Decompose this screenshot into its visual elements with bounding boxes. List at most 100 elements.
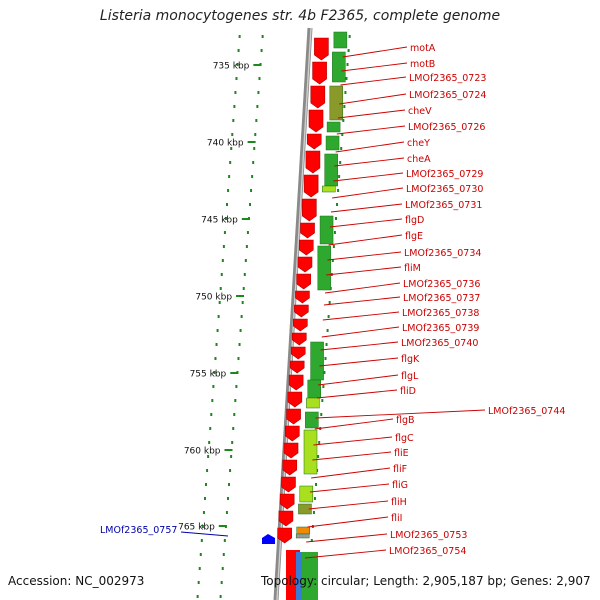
- frame-dot: [253, 147, 256, 150]
- frame-dot: [200, 539, 203, 542]
- frame-dot: [246, 231, 249, 234]
- frame-dot: [331, 259, 334, 262]
- frame-dot: [209, 427, 212, 430]
- gene-leader-line: [320, 341, 399, 351]
- frame-dot: [197, 581, 200, 584]
- gene-leader-line: [304, 549, 387, 559]
- frame-dot: [214, 357, 217, 360]
- cds-arrow: [293, 318, 308, 332]
- gene-leader-line: [332, 187, 404, 199]
- ruler-tick-label: 745 kbp: [201, 216, 238, 226]
- frame-dot: [338, 175, 341, 178]
- frame-dot: [223, 231, 226, 234]
- gene-label: fliG: [392, 480, 408, 491]
- frame-dot: [312, 511, 315, 514]
- frame-dot: [251, 175, 254, 178]
- frame-dot: [321, 399, 324, 402]
- genome-map-title: Listeria monocytogenes str. 4b F2365, co…: [99, 8, 501, 24]
- cds-arrow: [303, 174, 319, 198]
- gene-leader-line: [311, 467, 391, 479]
- cds-arrow: [294, 304, 309, 318]
- ruler-tick-label: 765 kbp: [178, 523, 215, 533]
- cds-arrow: [297, 256, 313, 273]
- frame-dot: [208, 441, 211, 444]
- frame-dot: [222, 245, 225, 248]
- frame-dot: [196, 595, 199, 598]
- gene-leader-line: [330, 203, 403, 213]
- orf-segment-blue: [296, 552, 302, 600]
- frame-dot: [235, 77, 238, 80]
- frame-dot: [198, 567, 201, 570]
- frame-dot: [334, 217, 337, 220]
- frame-dot: [212, 385, 215, 388]
- gene-label: LMOf2365_0736: [403, 279, 480, 290]
- frame-dot: [344, 91, 347, 94]
- cds-arrow: [296, 273, 311, 290]
- gene-label: LMOf2365_0734: [404, 248, 481, 259]
- orf-block: [329, 85, 344, 121]
- gene-leader-line: [340, 76, 407, 86]
- gene-leader-line: [334, 157, 405, 167]
- frame-dot: [227, 189, 230, 192]
- gene-label: flgC: [395, 433, 414, 444]
- accession-text: Accession: NC_002973: [8, 574, 145, 588]
- frame-dot: [228, 175, 231, 178]
- gene-label: LMOf2365_0724: [409, 90, 486, 101]
- gene-leader-line: [329, 218, 403, 228]
- frame-dot: [332, 245, 335, 248]
- frame-dot: [224, 217, 227, 220]
- gene-label: flgE: [405, 231, 423, 242]
- gene-leader-line: [318, 374, 399, 386]
- frame-dot: [345, 77, 348, 80]
- frame-dot: [252, 161, 255, 164]
- gene-label: fliH: [391, 497, 407, 508]
- frame-dot: [221, 259, 224, 262]
- gene-leader-line: [307, 516, 389, 528]
- gene-label: cheA: [407, 154, 431, 165]
- frame-dot: [226, 203, 229, 206]
- frame-dot: [220, 581, 223, 584]
- gene-leader-line: [316, 389, 398, 399]
- frame-dot: [225, 511, 228, 514]
- frame-dot: [206, 469, 209, 472]
- frame-dot: [210, 413, 213, 416]
- frame-dot: [245, 245, 248, 248]
- frame-dot: [238, 35, 241, 38]
- frame-dot: [241, 301, 244, 304]
- frame-dot: [222, 553, 225, 556]
- frame-dot: [203, 497, 206, 500]
- cds-arrow: [277, 527, 292, 544]
- frame-dot: [219, 287, 222, 290]
- frame-dot: [201, 525, 204, 528]
- cds-arrow: [310, 85, 326, 109]
- orf-block: [305, 411, 319, 429]
- gene-leader-line: [314, 418, 394, 430]
- frame-dot: [221, 567, 224, 570]
- frame-dot: [205, 483, 208, 486]
- frame-dot: [322, 385, 325, 388]
- gene-leader-line: [339, 93, 407, 105]
- frame-dot: [258, 77, 261, 80]
- frame-dot: [217, 315, 220, 318]
- frame-dot: [336, 203, 339, 206]
- frame-dot: [237, 357, 240, 360]
- gene-label: flgD: [405, 215, 424, 226]
- cds-arrow: [287, 391, 303, 408]
- frame-dot: [202, 511, 205, 514]
- frame-dot: [233, 105, 236, 108]
- gene-leader-line-left: [180, 531, 229, 537]
- frame-dot: [310, 539, 313, 542]
- frame-dot: [242, 287, 245, 290]
- frame-dot: [325, 343, 328, 346]
- frame-dot: [234, 91, 237, 94]
- frame-dot: [235, 385, 238, 388]
- frame-dot: [229, 161, 232, 164]
- gene-label: LMOf2365_0753: [390, 530, 467, 541]
- frame-dot: [255, 119, 258, 122]
- orf-block: [324, 153, 338, 187]
- frame-dot: [233, 413, 236, 416]
- frame-dot: [249, 203, 252, 206]
- frame-dot: [239, 329, 242, 332]
- gene-label: LMOf2365_0754: [389, 546, 466, 557]
